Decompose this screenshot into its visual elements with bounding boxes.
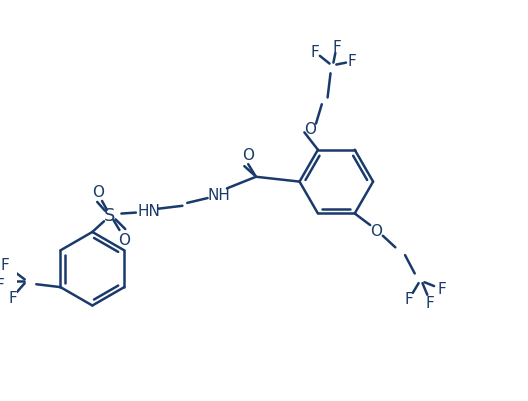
Text: O: O — [370, 224, 382, 239]
Text: F: F — [1, 258, 10, 273]
Text: HN: HN — [137, 204, 160, 219]
Text: F: F — [310, 45, 319, 59]
Text: F: F — [404, 292, 413, 306]
Text: F: F — [347, 54, 356, 69]
Text: F: F — [333, 40, 342, 55]
Text: O: O — [118, 233, 130, 247]
Text: S: S — [104, 207, 116, 225]
Text: F: F — [8, 291, 17, 306]
Text: F: F — [426, 295, 435, 310]
Text: F: F — [0, 277, 4, 292]
Text: O: O — [242, 148, 254, 162]
Text: NH: NH — [208, 187, 231, 202]
Text: O: O — [92, 184, 104, 199]
Text: O: O — [304, 122, 316, 137]
Text: F: F — [438, 282, 446, 297]
